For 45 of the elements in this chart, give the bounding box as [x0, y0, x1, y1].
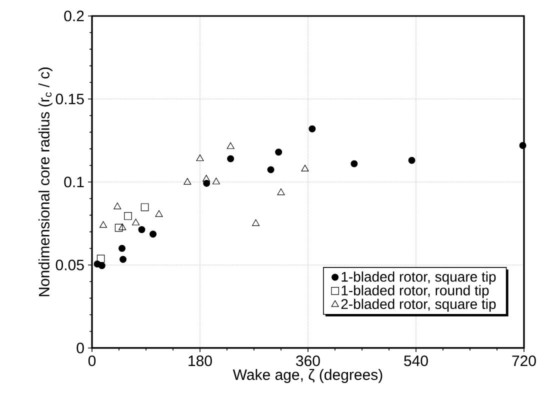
y-axis-title: Nondimensional core radius (r$_{c}$ / c)	[38, 68, 52, 296]
point	[226, 142, 234, 149]
point	[150, 230, 157, 238]
x-tick-label: 720	[512, 356, 536, 366]
point	[96, 254, 105, 263]
point	[118, 244, 126, 252]
x-tick-label: 180	[188, 356, 212, 366]
x-tick-label: 0	[88, 356, 96, 366]
point	[100, 221, 108, 228]
x-tick-label: 540	[404, 356, 428, 366]
y-tick-label: 0	[76, 342, 84, 354]
point	[519, 142, 526, 149]
point	[350, 160, 358, 168]
point	[275, 148, 282, 156]
point	[212, 178, 220, 184]
y-tick-label: 0.1	[64, 176, 84, 188]
point	[118, 224, 126, 230]
point	[114, 224, 123, 232]
point	[132, 218, 140, 226]
point	[138, 226, 146, 234]
y-tick-label: 0.2	[64, 10, 84, 22]
y-tick-label: 0.05	[56, 260, 84, 270]
point	[196, 154, 204, 162]
point	[184, 178, 192, 185]
point	[120, 256, 127, 263]
point	[202, 174, 210, 182]
point	[408, 156, 416, 164]
legend-label: 1-bladed rotor, square tip	[342, 271, 496, 284]
point	[277, 188, 285, 196]
x-axis-title: Wake age, ζ (degrees)	[232, 369, 382, 383]
legend-label: 2-bladed rotor, square tip	[341, 298, 496, 312]
point	[252, 219, 260, 226]
y-tick-label: 0.15	[56, 94, 84, 104]
x-tick-label: 360	[296, 356, 320, 366]
point	[140, 203, 149, 212]
point	[98, 262, 106, 270]
point	[114, 202, 122, 210]
point	[227, 155, 234, 162]
point	[301, 164, 309, 172]
legend-label: 1-bladed rotor, round tip	[342, 285, 489, 298]
point	[267, 166, 274, 174]
point	[155, 210, 163, 217]
point	[308, 125, 316, 132]
point	[124, 212, 132, 220]
point	[203, 180, 210, 187]
